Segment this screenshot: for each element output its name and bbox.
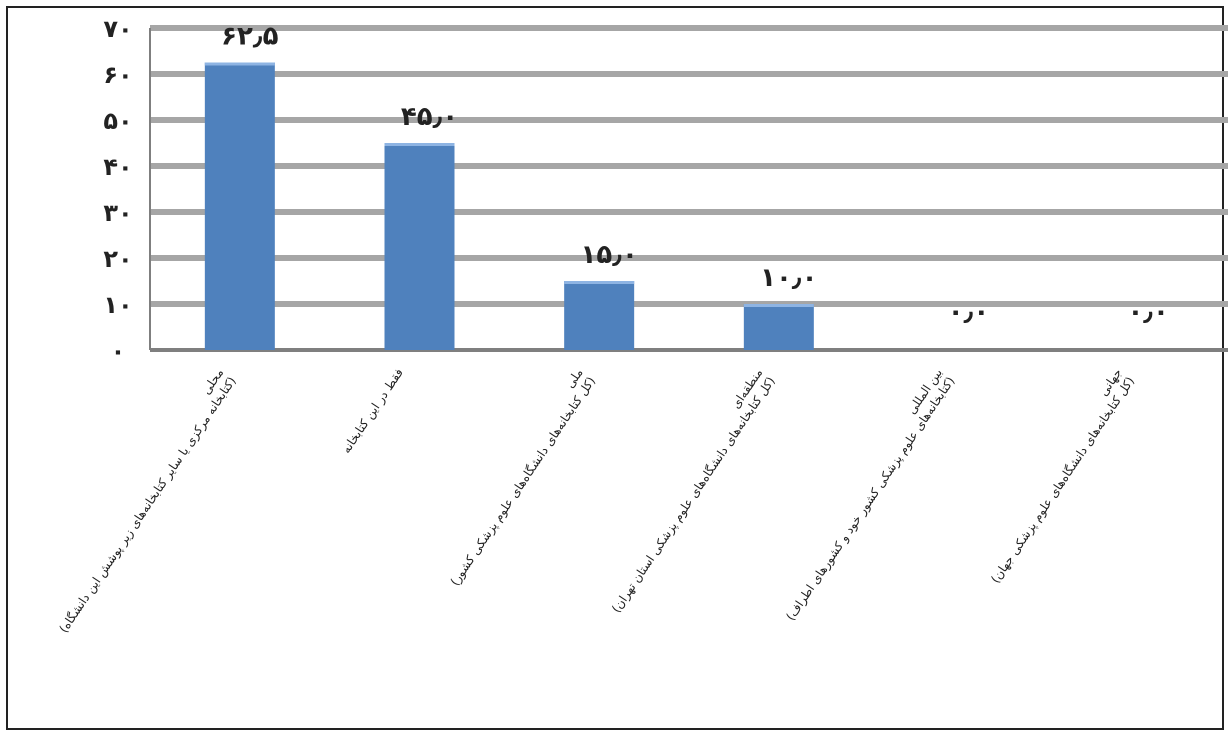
category-label: بین المللی(کتابخانه‌های علوم پزشکی کشور … bbox=[783, 366, 958, 624]
category-label: فقط در این کتابخانه bbox=[339, 366, 407, 457]
category-label: منطقه‌ای(کل کتابخانه‌های دانشگاه‌های علو… bbox=[609, 366, 779, 616]
category-label: محلی(کتابخانه مرکزی یا سایر کتابخانه‌های… bbox=[56, 366, 239, 636]
category-label: جهانی(کل کتابخانه‌های دانشگاه‌های علوم پ… bbox=[988, 366, 1138, 586]
category-label-line2: (کل کتابخانه‌های دانشگاه‌های علوم پزشکی … bbox=[447, 374, 598, 589]
category-label: ملی(کل کتابخانه‌های دانشگاه‌های علوم پزش… bbox=[447, 366, 598, 589]
data-label: ۶۲٫۵ bbox=[221, 22, 278, 52]
bar bbox=[204, 62, 275, 350]
category-label-line2: (کل کتابخانه‌های دانشگاه‌های علوم پزشکی … bbox=[988, 374, 1138, 586]
y-tick-label: ۰ bbox=[111, 337, 126, 365]
category-label-line2: (کل کتابخانه‌های دانشگاه‌های علوم پزشکی … bbox=[609, 374, 779, 615]
data-label: ۱۰٫۰ bbox=[760, 263, 817, 293]
data-label: ۱۵٫۰ bbox=[581, 240, 638, 270]
bar-highlight bbox=[204, 62, 275, 66]
bar bbox=[743, 304, 814, 350]
y-tick-label: ۷۰ bbox=[103, 15, 132, 43]
bar-highlight bbox=[564, 281, 635, 284]
data-label: ۴۵٫۰ bbox=[401, 102, 458, 132]
category-label-line1: فقط در این کتابخانه bbox=[339, 366, 407, 457]
data-label: ۰٫۰ bbox=[1127, 297, 1168, 327]
y-tick-label: ۱۰ bbox=[103, 291, 132, 319]
y-tick-label: ۲۰ bbox=[103, 245, 132, 273]
bar bbox=[384, 143, 455, 350]
category-label-line2: (کتابخانه مرکزی یا سایر کتابخانه‌های زیر… bbox=[56, 374, 239, 636]
y-tick-label: ۴۰ bbox=[103, 153, 132, 181]
y-tick-label: ۶۰ bbox=[103, 61, 132, 89]
bar bbox=[564, 281, 635, 350]
bar-highlight bbox=[384, 143, 455, 146]
data-label: ۰٫۰ bbox=[948, 297, 989, 327]
y-tick-label: ۵۰ bbox=[103, 107, 132, 135]
bar-highlight bbox=[743, 304, 814, 307]
y-tick-label: ۳۰ bbox=[103, 199, 132, 227]
category-label-line2: (کتابخانه‌های علوم پزشکی کشور خود و کشور… bbox=[783, 374, 958, 623]
